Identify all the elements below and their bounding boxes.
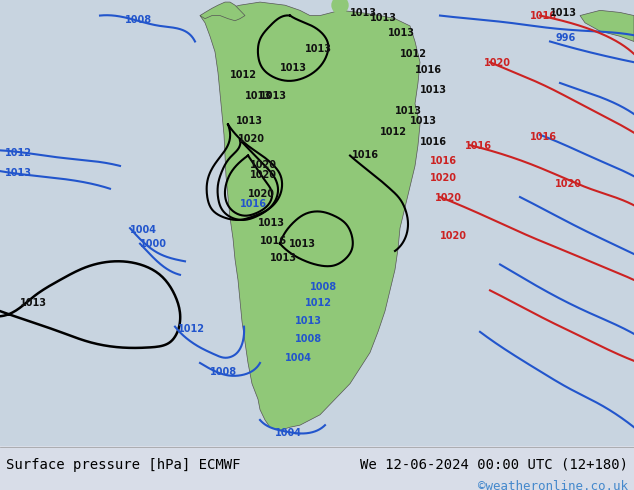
Text: 1013: 1013 [395, 106, 422, 116]
Text: 1013: 1013 [260, 91, 287, 100]
Text: 1020: 1020 [250, 171, 277, 180]
Text: 1016: 1016 [530, 11, 557, 21]
Text: 1016: 1016 [530, 132, 557, 142]
Text: 1016: 1016 [240, 199, 267, 209]
Text: 1008: 1008 [295, 334, 322, 344]
Text: 1008: 1008 [125, 15, 152, 25]
Text: 1020: 1020 [430, 173, 457, 183]
Text: 1013: 1013 [410, 117, 437, 126]
Text: 1012: 1012 [400, 49, 427, 59]
Text: 1013: 1013 [420, 85, 447, 96]
Text: 1020: 1020 [555, 179, 582, 189]
Text: 1016: 1016 [430, 156, 457, 166]
Text: 1012: 1012 [305, 298, 332, 308]
Text: 996: 996 [555, 33, 575, 44]
Text: 1016: 1016 [465, 141, 492, 151]
Text: 1013: 1013 [5, 168, 32, 178]
Circle shape [332, 0, 348, 14]
Text: 1012: 1012 [178, 324, 205, 334]
Text: ©weatheronline.co.uk: ©weatheronline.co.uk [478, 480, 628, 490]
Text: 1016: 1016 [415, 65, 442, 74]
Text: 1004: 1004 [285, 353, 312, 363]
Polygon shape [200, 2, 245, 21]
Text: 1012: 1012 [230, 70, 257, 80]
Text: 1000: 1000 [140, 239, 167, 249]
Text: 1016: 1016 [420, 137, 447, 147]
Text: 1020: 1020 [248, 189, 275, 199]
Text: 1012: 1012 [5, 147, 32, 158]
Text: 1020: 1020 [484, 58, 511, 69]
Text: 1013: 1013 [370, 13, 397, 23]
Text: 1008: 1008 [210, 368, 237, 377]
Text: 1013: 1013 [280, 63, 307, 73]
Text: 1013: 1013 [388, 28, 415, 38]
Text: 1013: 1013 [20, 298, 47, 308]
Text: 1008: 1008 [310, 282, 337, 293]
Text: 1013: 1013 [550, 7, 577, 18]
Text: 1020: 1020 [250, 160, 277, 170]
Text: 1020: 1020 [440, 230, 467, 241]
Text: 1020: 1020 [238, 134, 265, 144]
Text: 1013: 1013 [350, 7, 377, 18]
Text: 1020: 1020 [435, 193, 462, 203]
Text: 1016: 1016 [352, 149, 379, 160]
Text: 1013: 1013 [289, 239, 316, 249]
Text: 1013: 1013 [295, 316, 322, 325]
Text: 1016: 1016 [260, 236, 287, 245]
Polygon shape [200, 2, 420, 430]
Text: 1013: 1013 [245, 91, 272, 100]
Text: 1004: 1004 [275, 428, 302, 438]
Text: Surface pressure [hPa] ECMWF: Surface pressure [hPa] ECMWF [6, 458, 240, 472]
Text: 1012: 1012 [380, 127, 407, 137]
Text: 1013: 1013 [236, 117, 263, 126]
Text: 1013: 1013 [270, 253, 297, 263]
Text: We 12-06-2024 00:00 UTC (12+180): We 12-06-2024 00:00 UTC (12+180) [360, 458, 628, 472]
Polygon shape [580, 10, 634, 42]
Text: 1013: 1013 [258, 218, 285, 228]
Text: 1013: 1013 [305, 44, 332, 54]
Text: 1004: 1004 [130, 225, 157, 235]
